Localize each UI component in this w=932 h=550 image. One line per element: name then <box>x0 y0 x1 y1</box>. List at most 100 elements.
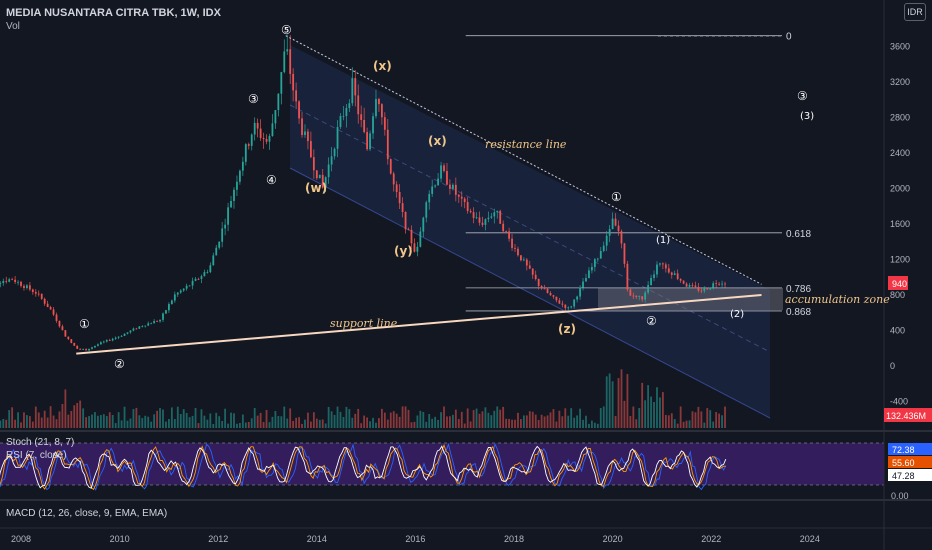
fib-level-label: 0 <box>786 32 792 43</box>
oscillator-line <box>0 445 727 489</box>
candle-body <box>626 263 629 290</box>
volume-bar <box>413 421 416 428</box>
osc-axis-zero: 0.00 <box>891 491 909 501</box>
candle-body <box>70 339 73 343</box>
candle-body <box>564 304 567 309</box>
candle-body <box>691 284 694 286</box>
volume-bar <box>64 389 67 428</box>
candle-body <box>682 280 685 284</box>
volume-bar <box>617 378 620 428</box>
volume-bar <box>517 412 519 428</box>
volume-bar <box>79 400 82 428</box>
candle-body <box>182 288 185 291</box>
candle-body <box>570 306 573 308</box>
candle-body <box>404 211 407 230</box>
volume-bar <box>697 406 700 428</box>
volume-bar <box>138 415 141 428</box>
wave-label-sub-1: (1) <box>656 235 670 246</box>
time-tick-label: 2022 <box>701 534 721 544</box>
candle-body <box>230 200 232 208</box>
volume-bar <box>688 420 691 428</box>
volume-bar <box>667 415 670 428</box>
support-line-label: support line <box>330 317 398 330</box>
volume-bar <box>579 408 581 428</box>
volume-bar <box>454 409 457 428</box>
volume-bar <box>505 418 508 428</box>
volume-bar <box>623 400 626 428</box>
candle-body <box>685 283 688 287</box>
volume-bar <box>410 422 413 428</box>
volume-bar <box>372 417 374 428</box>
volume-bar <box>679 406 682 428</box>
volume-bar <box>582 419 584 428</box>
volume-bar <box>718 413 721 428</box>
candle-body <box>449 184 451 189</box>
volume-bar <box>534 414 537 428</box>
candle-body <box>206 272 209 273</box>
volume-bar <box>682 421 685 428</box>
candle-body <box>611 218 614 230</box>
volume-bar <box>404 406 407 428</box>
volume-bar <box>179 413 182 428</box>
candle-body <box>165 310 167 314</box>
volume-bar <box>366 417 368 428</box>
volume-bar <box>150 421 153 428</box>
volume-bar <box>40 417 43 428</box>
candle-body <box>354 78 357 96</box>
volume-bar <box>141 418 144 428</box>
volume-bar <box>446 416 448 428</box>
volume-bar <box>670 413 673 428</box>
volume-bar <box>206 419 209 428</box>
candle-body <box>309 141 312 158</box>
fib-level-label: 0.868 <box>786 307 811 318</box>
currency-button[interactable]: IDR <box>904 3 926 21</box>
volume-bar <box>280 416 283 428</box>
price-tick-label: 3200 <box>890 77 910 87</box>
volume-bar <box>588 423 590 428</box>
candle-body <box>380 104 383 118</box>
volume-bar <box>463 423 466 428</box>
volume-bar <box>94 412 96 428</box>
candle-body <box>108 340 111 341</box>
volume-bar <box>91 414 93 428</box>
volume-bar <box>2 418 5 428</box>
candle-body <box>703 288 706 291</box>
candle-body <box>428 193 431 203</box>
candle-body <box>558 300 561 304</box>
volume-bar <box>440 412 442 428</box>
candle-body <box>200 276 203 279</box>
volume-bar <box>253 407 256 428</box>
volume-bar <box>209 413 212 428</box>
candle-body <box>514 247 516 249</box>
last-volume-text: 132.436M <box>886 411 926 421</box>
candle-body <box>478 217 481 223</box>
candle-body <box>481 222 484 225</box>
volume-bar <box>102 414 105 428</box>
candle-body <box>250 134 253 146</box>
candle-body <box>454 184 457 195</box>
volume-bar <box>531 411 534 428</box>
candle-body <box>215 247 218 256</box>
volume-bar <box>286 418 289 428</box>
candle-body <box>694 285 697 287</box>
volume-bar <box>546 415 549 428</box>
candle-body <box>170 300 173 305</box>
volume-bar <box>309 421 312 428</box>
volume-bar <box>289 408 292 428</box>
candle-body <box>552 295 555 297</box>
volume-bar <box>268 422 271 428</box>
fib-level-label: 0.618 <box>786 229 811 240</box>
wave-label-5: ⑤ <box>281 23 292 37</box>
volume-bar <box>43 410 46 428</box>
candle-body <box>422 217 425 232</box>
volume-bar <box>330 411 333 428</box>
candle-body <box>644 292 647 300</box>
volume-bar <box>55 419 58 428</box>
candle-body <box>469 210 472 213</box>
volume-bar <box>567 415 570 428</box>
candle-body <box>236 181 238 190</box>
candle-body <box>375 98 377 117</box>
volume-bar <box>215 412 218 428</box>
candle-body <box>688 284 691 287</box>
